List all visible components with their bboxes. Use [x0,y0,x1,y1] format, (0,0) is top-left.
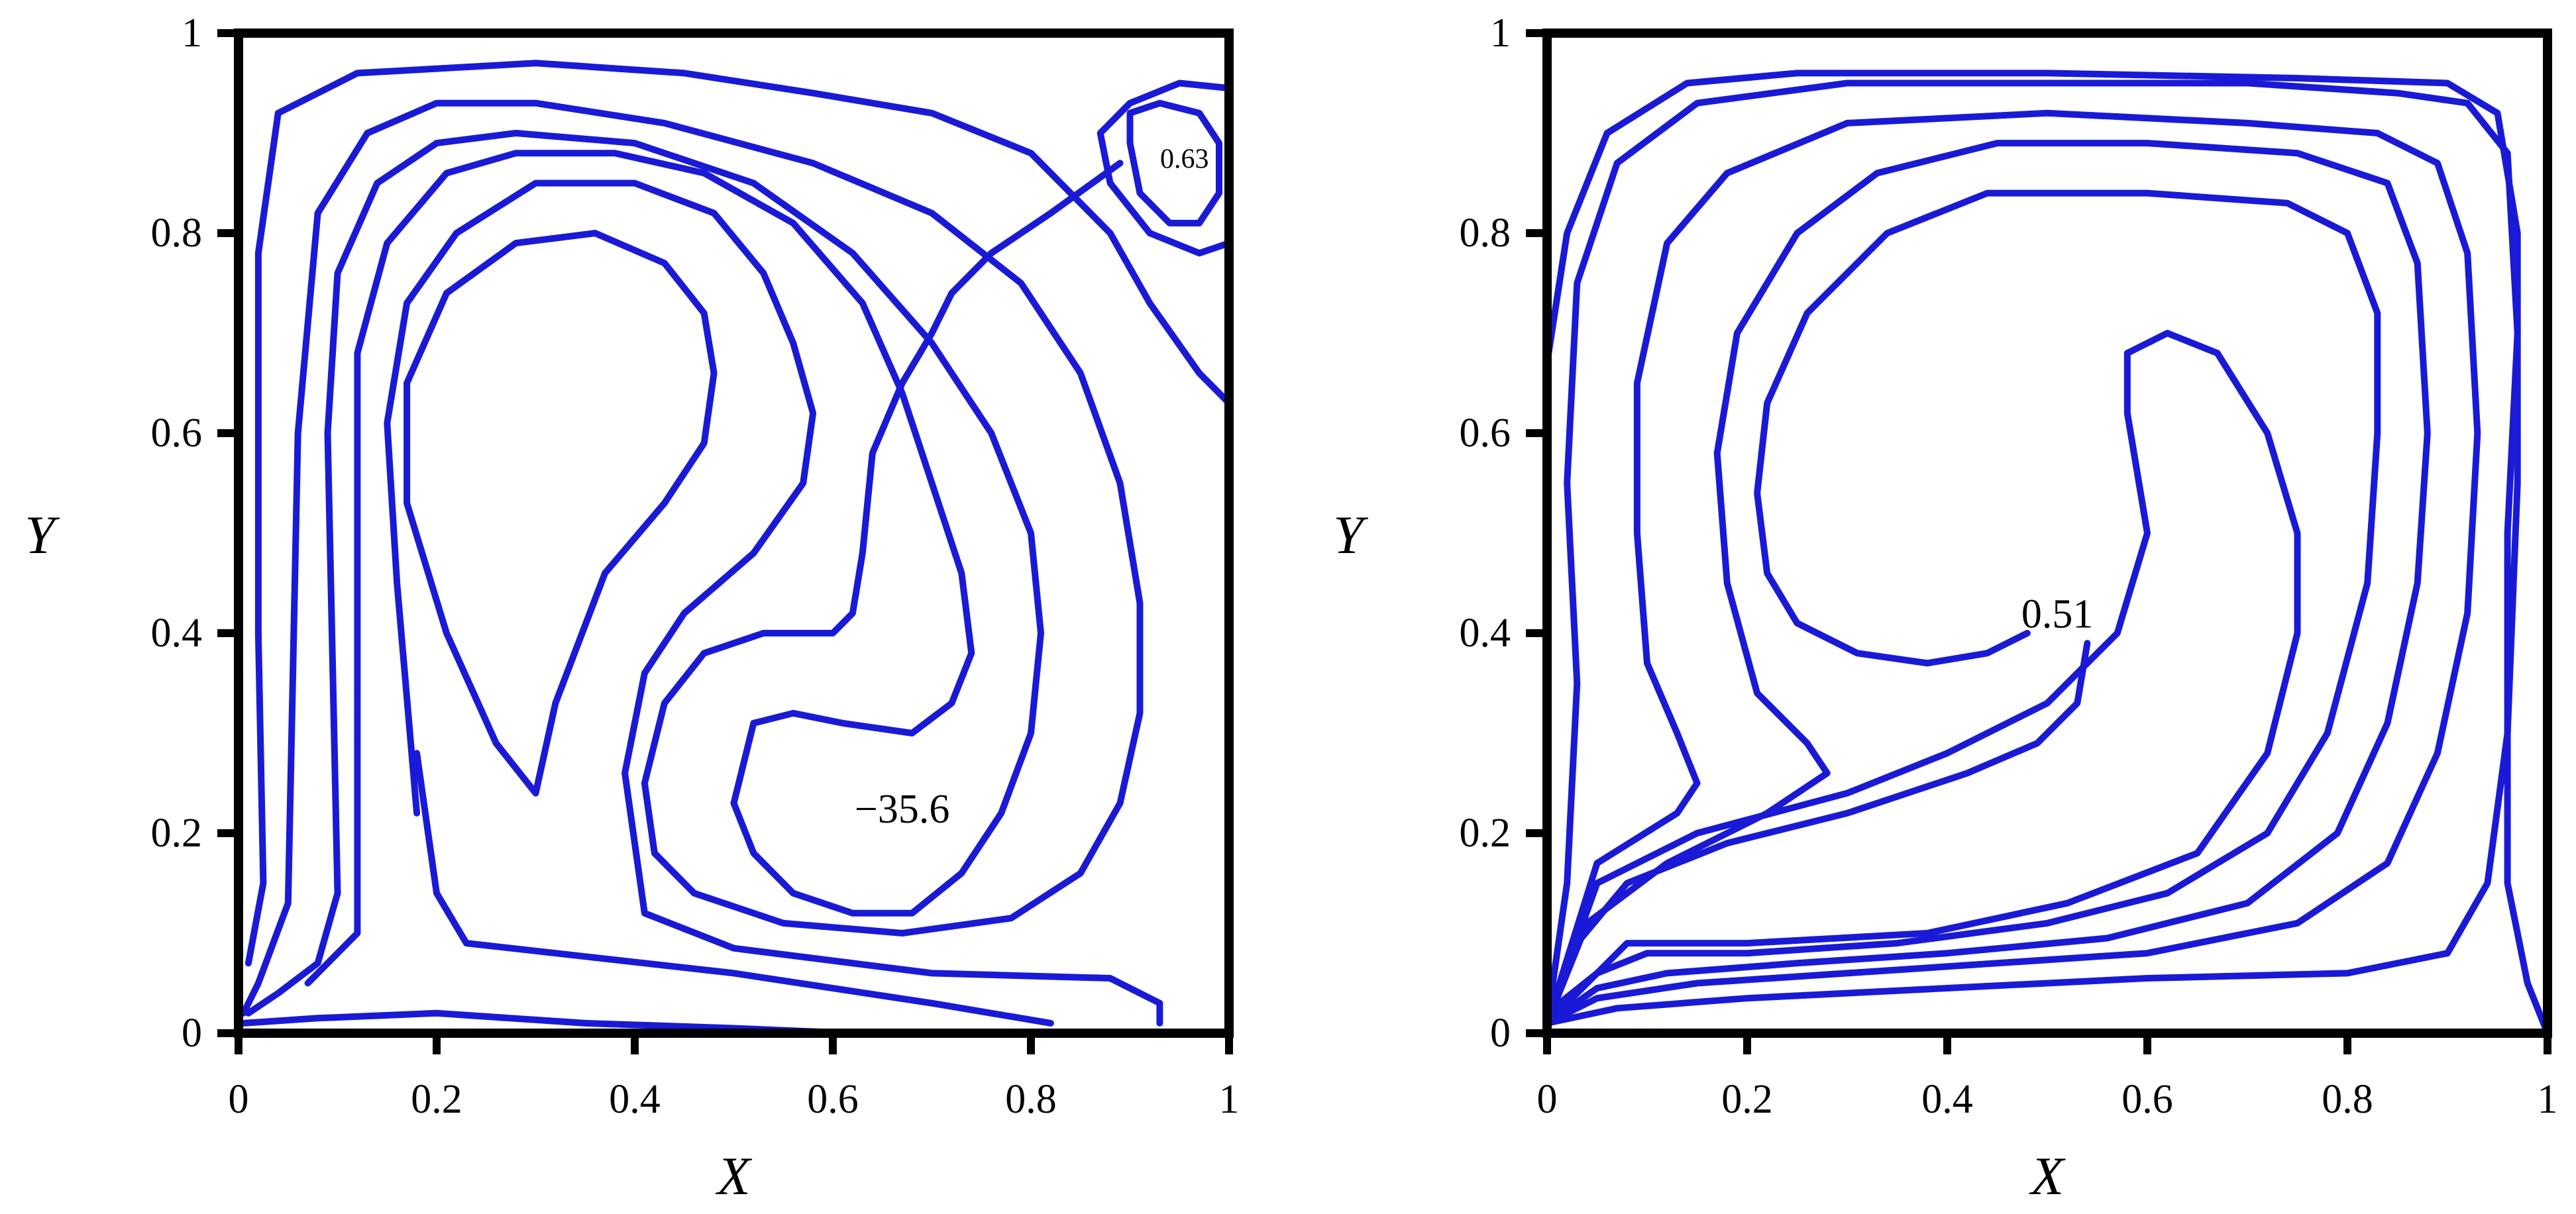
contour-line-11 [1097,79,1232,257]
contour-line-5 [244,130,1044,1017]
x-axis-label: X [2029,1146,2066,1206]
contour-value-label: −35.6 [855,787,949,832]
y-tick-label: 0.2 [151,811,203,856]
y-tick-label: 0.8 [151,211,203,256]
x-tick-label: 1 [2538,1077,2558,1122]
contour-line-1 [1544,189,2381,1017]
contour-line-10 [1126,99,1222,227]
contour-line-1 [403,230,718,797]
y-tick-label: 1 [1490,11,1511,56]
contour-line-4 [304,150,975,987]
x-tick-label: 0.8 [2322,1077,2373,1122]
y-tick-label: 0.8 [1460,211,1511,256]
right-contour-panel: 0 0.2 0.4 0.6 0.8 1 0 0.2 0.4 0.6 0.8 1 X Y 0.51 [1333,11,2557,1206]
contour-line-8 [244,60,1232,967]
y-tick-label: 1 [182,11,202,56]
contour-line-4 [1544,109,2481,1027]
y-tick-label: 0.6 [1460,411,1511,456]
contour-value-label: 0.63 [1160,144,1209,174]
contour-line-2 [1544,640,2091,1027]
contour-value-label: 0.51 [2021,592,2094,637]
x-tick-label: 0.2 [411,1077,462,1122]
y-axis-label: Y [25,505,60,565]
y-axis-label: Y [1333,505,1368,565]
x-tick-label: 0.6 [807,1077,859,1122]
contour-line-7 [240,99,1144,1017]
contour-line-2 [384,179,1163,1027]
x-axis-label: X [715,1146,752,1206]
x-tick-label: 1 [1219,1077,1240,1122]
y-tick-label: 0.4 [1460,611,1511,656]
x-tick-label: 0.8 [1005,1077,1057,1122]
y-tick-label: 0.2 [1460,811,1511,856]
x-tick-label: 0 [229,1077,249,1122]
contour-line-7 [1544,330,2301,1027]
x-tick-label: 0.2 [1721,1077,1773,1122]
x-tick-label: 0.4 [1921,1077,1973,1122]
plot-frame [1542,28,2552,1038]
y-tick-label: 0 [182,1011,202,1056]
y-tick-label: 0 [1490,1011,1511,1056]
contour-line-5 [1544,79,2521,1027]
x-tick-label: 0.4 [609,1077,661,1122]
y-tick-label: 0.4 [151,611,203,656]
contour-line-3 [1544,140,2431,1027]
x-tick-label: 0 [1537,1077,1558,1122]
y-tick-label: 0.6 [151,411,203,456]
contour-line-3 [413,750,1054,1027]
contour-line-6 [760,160,1124,636]
plot-frame [234,28,1234,1038]
left-contour-panel: 0 0.2 0.4 0.6 0.8 1 0 0.2 0.4 0.6 0.8 1 X Y −35.6 0.63 [25,11,1239,1206]
contour-line-6 [1544,70,2551,1037]
x-tick-label: 0.6 [2121,1077,2173,1122]
